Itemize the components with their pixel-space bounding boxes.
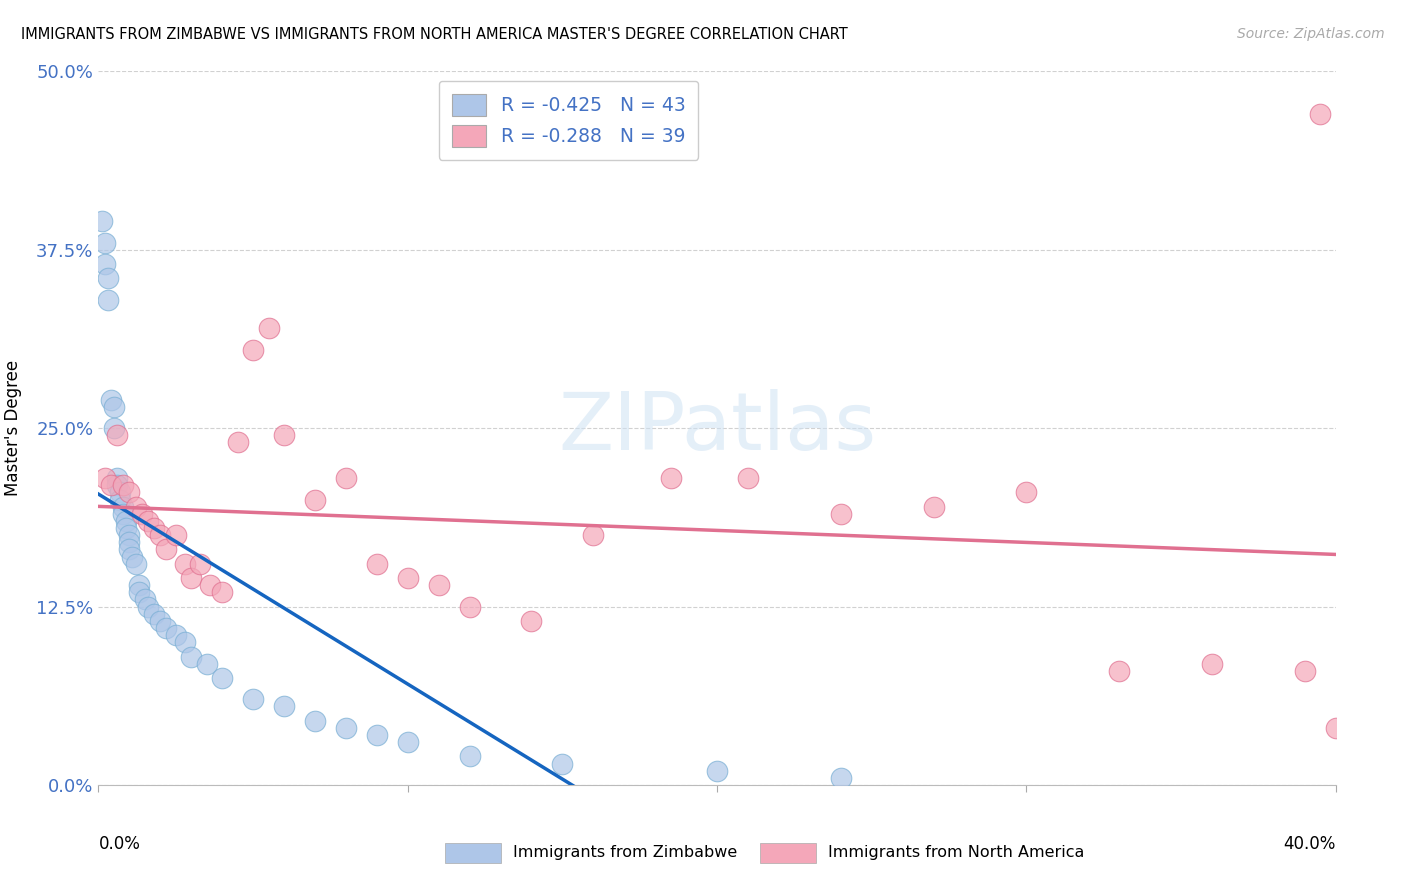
Point (211, 671, 233, 685)
Point (174, 557, 197, 571)
Point (304, 492, 326, 507)
Point (136, 514, 159, 528)
Text: Immigrants from North America: Immigrants from North America (828, 846, 1085, 860)
Point (922, 500, 945, 514)
Point (180, 649, 202, 664)
Point (1294, 664, 1316, 678)
Point (242, 692, 264, 706)
Point (1015, 485, 1038, 500)
Point (124, 500, 146, 514)
Point (97, 271, 120, 285)
Text: IMMIGRANTS FROM ZIMBABWE VS IMMIGRANTS FROM NORTH AMERICA MASTER'S DEGREE CORREL: IMMIGRANTS FROM ZIMBABWE VS IMMIGRANTS F… (21, 27, 848, 42)
Text: ZIPatlas: ZIPatlas (558, 389, 876, 467)
Point (105, 428, 128, 442)
Point (115, 521, 138, 535)
Point (366, 728, 388, 742)
Point (830, 771, 852, 785)
Point (551, 756, 574, 771)
Point (112, 500, 135, 514)
Point (242, 343, 264, 357)
Point (1309, 107, 1331, 121)
Point (118, 542, 141, 557)
Point (118, 535, 141, 549)
Point (90, 214, 112, 228)
Point (520, 614, 543, 628)
Point (108, 492, 131, 507)
Point (128, 578, 150, 592)
Point (1201, 657, 1223, 671)
Text: Source: ZipAtlas.com: Source: ZipAtlas.com (1237, 27, 1385, 41)
Point (136, 599, 159, 614)
Point (93, 471, 115, 485)
Point (257, 321, 280, 335)
Point (115, 514, 138, 528)
Point (335, 471, 357, 485)
Point (273, 699, 295, 714)
Point (118, 485, 141, 500)
Text: Immigrants from Zimbabwe: Immigrants from Zimbabwe (513, 846, 737, 860)
Point (1324, 721, 1347, 735)
Point (830, 507, 852, 521)
Point (458, 599, 481, 614)
Point (134, 592, 156, 607)
Point (103, 400, 125, 414)
Point (335, 721, 357, 735)
Point (174, 635, 197, 649)
Point (737, 471, 759, 485)
Point (143, 521, 166, 535)
Point (304, 714, 326, 728)
Point (226, 435, 249, 450)
Point (128, 585, 150, 599)
Y-axis label: Master's Degree: Master's Degree (4, 360, 22, 496)
Point (118, 528, 141, 542)
Text: 0.0%: 0.0% (98, 835, 141, 853)
Point (143, 607, 166, 621)
Point (273, 428, 295, 442)
Point (211, 585, 233, 599)
Point (100, 392, 122, 407)
Point (458, 749, 481, 764)
Point (149, 614, 172, 628)
Point (108, 485, 131, 500)
Point (396, 571, 419, 585)
Point (198, 578, 221, 592)
Point (112, 507, 135, 521)
Point (706, 764, 728, 778)
Point (105, 471, 128, 485)
Point (195, 657, 218, 671)
Point (366, 557, 388, 571)
Point (100, 478, 122, 492)
Point (190, 557, 212, 571)
Point (105, 478, 128, 492)
Point (124, 557, 146, 571)
Point (131, 507, 153, 521)
Point (121, 549, 143, 564)
Point (155, 542, 177, 557)
Point (97, 293, 120, 307)
FancyBboxPatch shape (444, 844, 501, 863)
Legend: R = -0.425   N = 43, R = -0.288   N = 39: R = -0.425 N = 43, R = -0.288 N = 39 (439, 81, 699, 160)
Point (427, 578, 450, 592)
Point (582, 528, 605, 542)
FancyBboxPatch shape (761, 844, 815, 863)
Point (659, 471, 682, 485)
Point (1108, 664, 1130, 678)
Point (93, 235, 115, 250)
Point (180, 571, 202, 585)
Point (149, 528, 172, 542)
Point (112, 478, 135, 492)
Point (155, 621, 177, 635)
Point (396, 735, 419, 749)
Point (93, 257, 115, 271)
Point (103, 421, 125, 435)
Point (165, 528, 187, 542)
Text: 40.0%: 40.0% (1284, 835, 1336, 853)
Point (165, 628, 187, 642)
